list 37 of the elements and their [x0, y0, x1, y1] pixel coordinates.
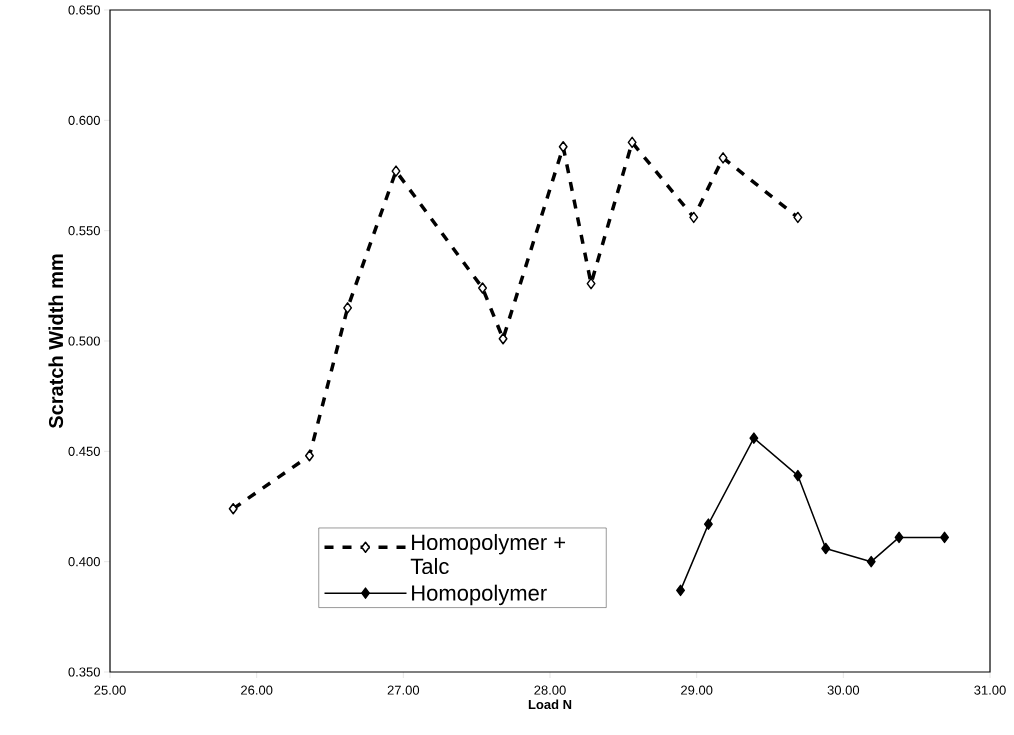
point — [558, 141, 568, 153]
point — [478, 282, 488, 294]
point — [793, 469, 803, 482]
x-tick-label: 29.00 — [681, 685, 713, 695]
point — [498, 333, 508, 345]
point — [866, 555, 876, 568]
y-axis-title: Scratch Width mm — [48, 254, 64, 429]
point — [343, 302, 353, 314]
y-tick-label: 0.650 — [68, 5, 100, 15]
legend-label: Homopolymer + Talc — [410, 533, 566, 575]
legend-label: Homopolymer — [412, 584, 547, 606]
point — [627, 136, 637, 149]
point — [676, 584, 686, 597]
y-tick-label: 0.550 — [68, 226, 100, 236]
point — [718, 152, 728, 164]
point — [793, 211, 803, 224]
point — [228, 502, 238, 515]
y-tick-label: 0.600 — [68, 115, 100, 125]
y-tick-label: 0.450 — [68, 446, 100, 456]
x-tick-label: 31.00 — [974, 685, 1006, 695]
point — [821, 542, 831, 555]
y-tick-label: 0.500 — [68, 336, 100, 346]
x-tick-label: 25.00 — [94, 685, 126, 695]
x-tick-label: 28.00 — [534, 685, 566, 695]
point — [689, 211, 699, 224]
point — [304, 449, 314, 462]
point — [703, 518, 713, 530]
point — [894, 531, 904, 544]
x-tick-label: 26.00 — [241, 685, 273, 695]
x-tick-label: 27.00 — [387, 685, 420, 695]
x-tick-label: 30.00 — [827, 685, 860, 695]
point — [940, 531, 950, 544]
point — [749, 432, 759, 444]
y-tick-label: 0.400 — [68, 557, 100, 567]
point — [391, 165, 401, 177]
y-tick-label: 0.350 — [68, 667, 100, 677]
x-axis-title: Load N — [528, 699, 572, 710]
